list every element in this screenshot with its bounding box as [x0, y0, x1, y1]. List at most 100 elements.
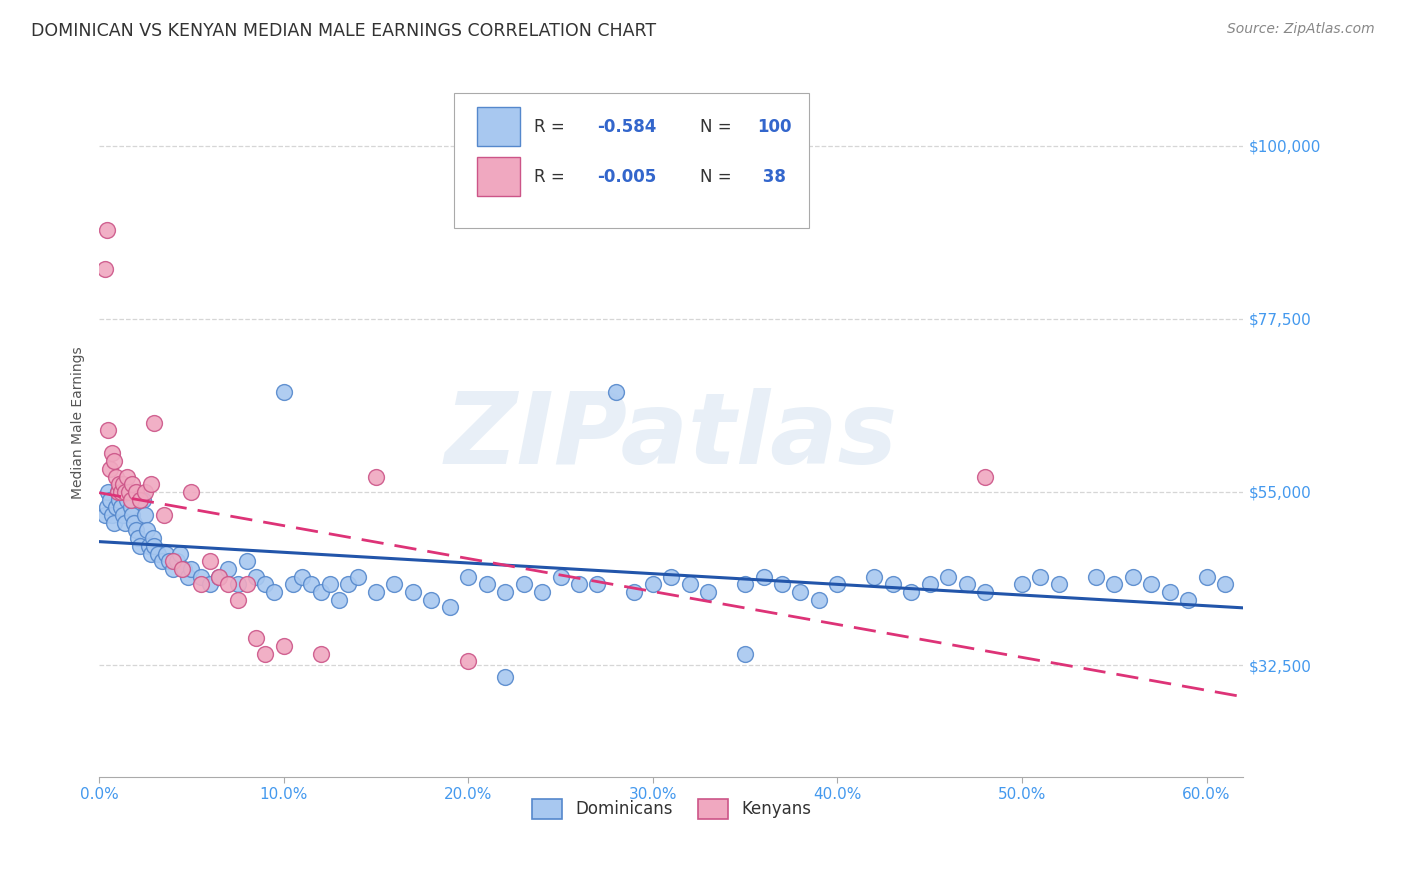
Point — [134, 485, 156, 500]
Point — [734, 577, 756, 591]
Text: R =: R = — [534, 168, 565, 186]
Point — [337, 577, 360, 591]
Text: -0.584: -0.584 — [598, 118, 657, 136]
Point — [134, 508, 156, 522]
FancyBboxPatch shape — [477, 107, 520, 146]
Point — [107, 485, 129, 500]
Point — [328, 592, 350, 607]
Point — [208, 570, 231, 584]
Point — [364, 469, 387, 483]
Point — [273, 639, 295, 653]
Point — [863, 570, 886, 584]
Point — [281, 577, 304, 591]
Point — [208, 570, 231, 584]
Point — [254, 577, 277, 591]
Point — [114, 485, 136, 500]
Point — [143, 416, 166, 430]
Point — [120, 500, 142, 515]
Point — [142, 531, 165, 545]
Point — [118, 485, 141, 500]
Point — [955, 577, 977, 591]
Text: DOMINICAN VS KENYAN MEDIAN MALE EARNINGS CORRELATION CHART: DOMINICAN VS KENYAN MEDIAN MALE EARNINGS… — [31, 22, 657, 40]
Point — [439, 600, 461, 615]
Point — [103, 454, 125, 468]
Point — [1029, 570, 1052, 584]
Point — [770, 577, 793, 591]
Text: ZIPatlas: ZIPatlas — [444, 388, 898, 485]
Point — [112, 508, 135, 522]
Point — [475, 577, 498, 591]
Text: N =: N = — [700, 118, 731, 136]
Point — [125, 485, 148, 500]
Point — [198, 577, 221, 591]
Point — [641, 577, 664, 591]
Point — [190, 577, 212, 591]
Point — [110, 500, 132, 515]
Point — [245, 632, 267, 646]
Point — [550, 570, 572, 584]
Point — [139, 547, 162, 561]
Point — [157, 554, 180, 568]
Point — [309, 585, 332, 599]
Text: Source: ZipAtlas.com: Source: ZipAtlas.com — [1227, 22, 1375, 37]
Point — [263, 585, 285, 599]
Point — [1177, 592, 1199, 607]
Point — [122, 516, 145, 530]
Point — [115, 469, 138, 483]
Point — [586, 577, 609, 591]
Point — [512, 577, 534, 591]
Point — [115, 492, 138, 507]
Point — [169, 547, 191, 561]
Point — [273, 384, 295, 399]
Point — [217, 577, 239, 591]
Point — [697, 585, 720, 599]
Point — [659, 570, 682, 584]
Point — [101, 508, 124, 522]
Point — [1140, 577, 1163, 591]
Point — [150, 554, 173, 568]
Point — [605, 384, 627, 399]
Point — [291, 570, 314, 584]
Text: 38: 38 — [756, 168, 786, 186]
Point — [138, 539, 160, 553]
Point — [402, 585, 425, 599]
Point — [494, 585, 516, 599]
Point — [420, 592, 443, 607]
Point — [309, 647, 332, 661]
Point — [1011, 577, 1033, 591]
Point — [101, 446, 124, 460]
Point — [190, 570, 212, 584]
Point — [125, 524, 148, 538]
FancyBboxPatch shape — [454, 94, 808, 227]
Point — [162, 554, 184, 568]
Point — [104, 500, 127, 515]
Point — [1213, 577, 1236, 591]
Point — [918, 577, 941, 591]
Point — [226, 577, 249, 591]
Point — [128, 492, 150, 507]
Text: N =: N = — [700, 168, 731, 186]
Point — [127, 531, 149, 545]
Point — [254, 647, 277, 661]
Point — [166, 554, 188, 568]
Point — [217, 562, 239, 576]
Point — [1084, 570, 1107, 584]
Point — [93, 261, 115, 276]
Point — [936, 570, 959, 584]
Point — [679, 577, 702, 591]
Point — [245, 570, 267, 584]
Point — [108, 477, 131, 491]
Point — [180, 485, 202, 500]
Point — [155, 547, 177, 561]
Point — [128, 539, 150, 553]
Point — [974, 585, 997, 599]
Point — [121, 508, 143, 522]
Point — [1159, 585, 1181, 599]
FancyBboxPatch shape — [477, 157, 520, 196]
Point — [1047, 577, 1070, 591]
Point — [98, 492, 121, 507]
Point — [827, 577, 849, 591]
Point — [120, 492, 142, 507]
Point — [568, 577, 591, 591]
Point — [112, 477, 135, 491]
